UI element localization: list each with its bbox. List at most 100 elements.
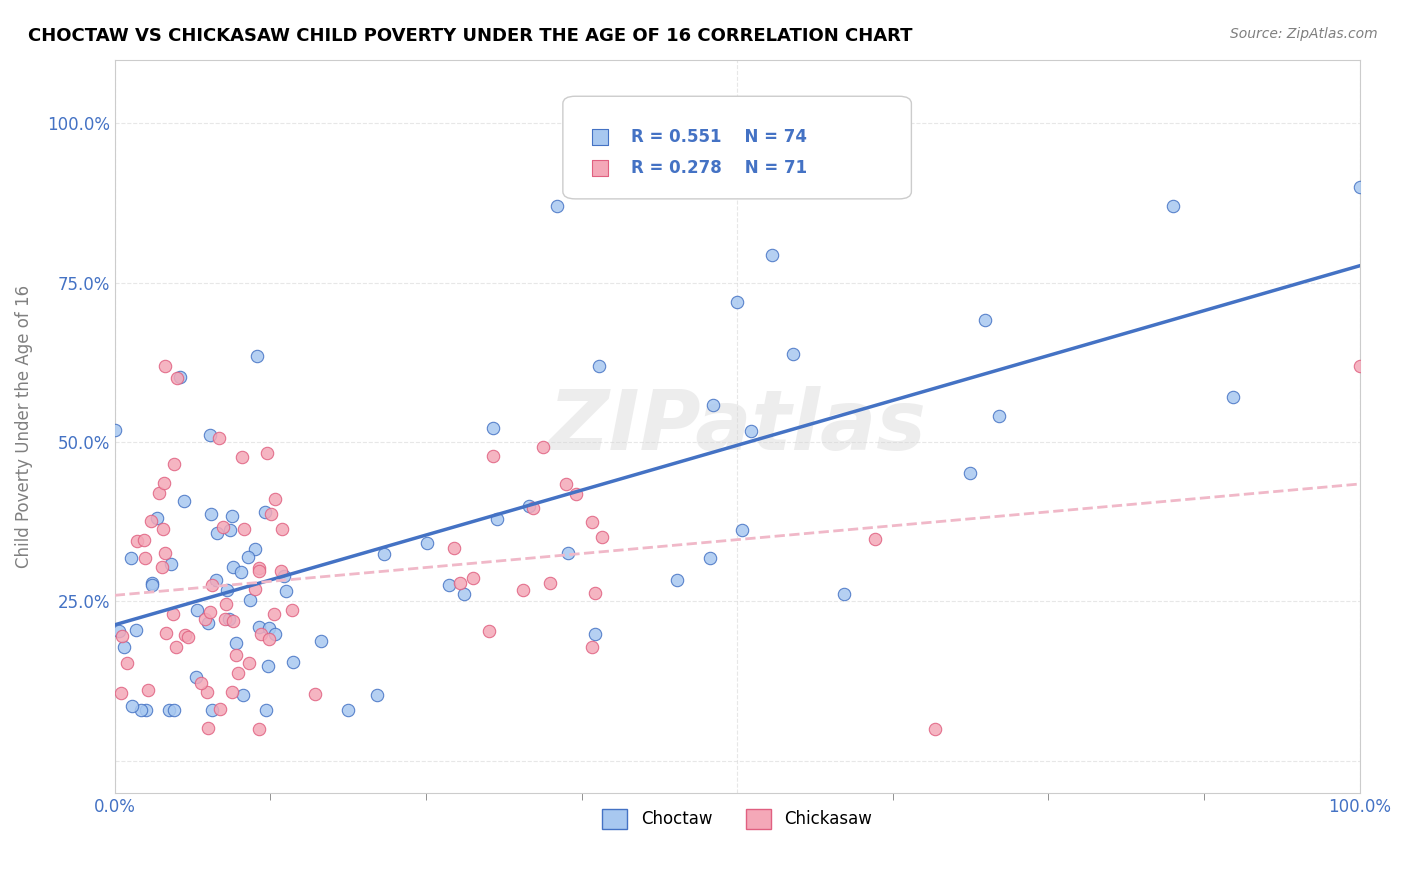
Point: [725, 294, 748, 309]
Point: [589, 183, 612, 197]
Point: [863, 532, 886, 546]
Point: [162, 607, 184, 621]
Point: [588, 359, 610, 374]
Point: [136, 682, 159, 697]
Point: [141, 576, 163, 591]
Point: [554, 476, 576, 491]
Point: [132, 533, 155, 548]
Point: [198, 605, 221, 619]
Point: [112, 640, 135, 655]
Point: [761, 248, 783, 262]
Point: [478, 624, 501, 639]
Point: [150, 559, 173, 574]
Point: [153, 546, 176, 560]
Point: [215, 597, 238, 611]
Point: [221, 509, 243, 524]
Point: [221, 614, 243, 628]
Point: [247, 722, 270, 736]
Point: [163, 703, 186, 717]
Point: [260, 507, 283, 521]
Point: [583, 586, 606, 600]
Point: [219, 523, 242, 537]
Point: [249, 560, 271, 574]
Point: [589, 211, 612, 225]
Point: [153, 359, 176, 373]
Text: R = 0.551    N = 74: R = 0.551 N = 74: [631, 128, 807, 145]
Point: [125, 623, 148, 637]
Point: [366, 688, 388, 702]
Point: [1348, 359, 1371, 373]
Point: [208, 702, 231, 716]
Point: [1222, 390, 1244, 404]
Point: [270, 564, 292, 578]
Text: CHOCTAW VS CHICKASAW CHILD POVERTY UNDER THE AGE OF 16 CORRELATION CHART: CHOCTAW VS CHICKASAW CHILD POVERTY UNDER…: [28, 27, 912, 45]
Point: [197, 615, 219, 630]
Point: [453, 587, 475, 601]
Point: [443, 541, 465, 555]
Point: [243, 582, 266, 597]
Point: [531, 440, 554, 454]
Point: [177, 630, 200, 644]
Point: [193, 612, 215, 626]
Point: [135, 703, 157, 717]
Point: [247, 620, 270, 634]
Point: [121, 698, 143, 713]
Point: [238, 593, 260, 607]
Point: [271, 522, 294, 536]
Point: [437, 577, 460, 591]
Point: [141, 578, 163, 592]
Point: [699, 550, 721, 565]
Point: [250, 626, 273, 640]
Point: [702, 397, 724, 411]
Point: [232, 522, 254, 536]
Point: [517, 499, 540, 513]
Point: [481, 420, 503, 434]
Point: [259, 621, 281, 635]
Point: [212, 520, 235, 534]
Point: [110, 629, 132, 643]
Point: [107, 624, 129, 639]
Point: [163, 457, 186, 471]
Point: [200, 578, 222, 592]
Point: [200, 427, 222, 442]
Point: [1161, 199, 1184, 213]
Point: [1348, 180, 1371, 194]
Point: [924, 722, 946, 736]
Point: [246, 349, 269, 363]
Point: [263, 627, 285, 641]
Point: [973, 313, 995, 327]
Point: [117, 656, 139, 670]
Point: [546, 199, 568, 213]
Point: [482, 449, 505, 463]
Point: [264, 492, 287, 507]
Point: [304, 687, 326, 701]
Point: [197, 722, 219, 736]
Point: [222, 559, 245, 574]
Point: [337, 703, 360, 717]
Point: [782, 347, 804, 361]
Point: [373, 547, 395, 561]
Point: [174, 628, 197, 642]
Point: [215, 582, 238, 597]
Point: [190, 675, 212, 690]
Point: [247, 565, 270, 579]
Point: [110, 686, 132, 700]
Point: [169, 370, 191, 384]
Text: ZIPatlas: ZIPatlas: [548, 385, 927, 467]
Text: Source: ZipAtlas.com: Source: ZipAtlas.com: [1230, 27, 1378, 41]
Point: [461, 571, 484, 585]
Point: [153, 476, 176, 491]
Point: [205, 573, 228, 587]
Point: [225, 636, 247, 650]
Point: [200, 507, 222, 521]
Point: [201, 703, 224, 717]
Point: [832, 587, 855, 601]
Legend: Choctaw, Chickasaw: Choctaw, Chickasaw: [596, 802, 879, 836]
Point: [254, 505, 277, 519]
Point: [205, 525, 228, 540]
Point: [229, 566, 252, 580]
Point: [226, 665, 249, 680]
Point: [309, 634, 332, 648]
Point: [218, 612, 240, 626]
Y-axis label: Child Poverty Under the Age of 16: Child Poverty Under the Age of 16: [15, 285, 32, 567]
